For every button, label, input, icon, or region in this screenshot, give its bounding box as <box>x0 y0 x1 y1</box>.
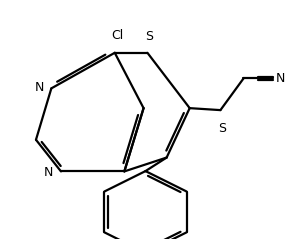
Text: N: N <box>34 81 44 94</box>
Text: N: N <box>44 166 53 179</box>
Text: S: S <box>145 30 153 43</box>
Text: N: N <box>276 72 285 84</box>
Text: Cl: Cl <box>111 29 124 42</box>
Text: S: S <box>218 121 226 134</box>
